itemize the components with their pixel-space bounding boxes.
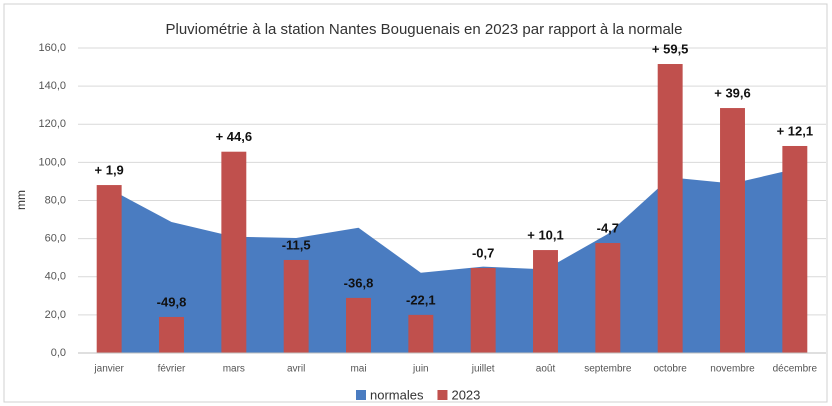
bar [470, 267, 496, 353]
y-axis-label: mm [14, 190, 28, 210]
annotation: -36,8 [344, 275, 374, 290]
x-tick-label: janvier [93, 364, 124, 375]
annotation: -0,7 [472, 245, 494, 260]
annotation: -22,1 [406, 292, 436, 307]
chart-title: Pluviométrie à la station Nantes Bouguen… [166, 21, 683, 38]
annotation: -11,5 [282, 237, 311, 252]
bar [159, 316, 184, 353]
y-tick-label: 160,0 [38, 42, 66, 54]
x-tick-label: juillet [471, 364, 495, 375]
annotation: + 1,9 [95, 162, 124, 177]
x-tick-label: mars [223, 364, 245, 375]
annotation: + 12,1 [777, 123, 814, 138]
y-tick-label: 40,0 [45, 271, 66, 283]
legend-label: 2023 [451, 387, 480, 402]
area [109, 169, 795, 353]
y-tick-label: 80,0 [45, 194, 66, 206]
bar [533, 250, 558, 353]
bar [720, 108, 745, 353]
bar [96, 185, 122, 353]
x-tick-label: avril [287, 364, 305, 375]
x-tick-label: juin [412, 364, 429, 375]
bar [221, 151, 247, 353]
bar [595, 243, 621, 353]
x-tick-label: septembre [584, 364, 632, 375]
bar [346, 297, 371, 353]
annotation: + 10,1 [527, 228, 564, 243]
y-tick-label: 0,0 [51, 347, 66, 359]
y-tick-label: 140,0 [38, 80, 66, 92]
bar [283, 259, 309, 353]
x-tick-label: octobre [653, 364, 687, 375]
x-tick-label: mai [350, 364, 366, 375]
x-tick-label: août [536, 364, 556, 375]
annotation: -49,8 [157, 294, 187, 309]
bar [657, 64, 683, 353]
legend-swatch [437, 390, 448, 400]
x-tick-label: février [158, 364, 186, 375]
y-tick-label: 100,0 [38, 156, 66, 168]
y-tick-label: 60,0 [45, 233, 66, 245]
annotation: + 59,5 [652, 41, 689, 56]
bar [408, 314, 434, 353]
bar [782, 145, 808, 353]
annotation: + 44,6 [216, 129, 253, 144]
x-tick-label: novembre [710, 364, 755, 375]
x-tick-label: décembre [773, 364, 818, 375]
annotation: + 39,6 [714, 85, 751, 100]
legend-swatch [356, 390, 366, 400]
y-tick-label: 20,0 [45, 309, 66, 321]
y-tick-label: 120,0 [38, 118, 66, 130]
legend-label: normales [370, 387, 424, 402]
annotation: -4,7 [597, 220, 619, 235]
